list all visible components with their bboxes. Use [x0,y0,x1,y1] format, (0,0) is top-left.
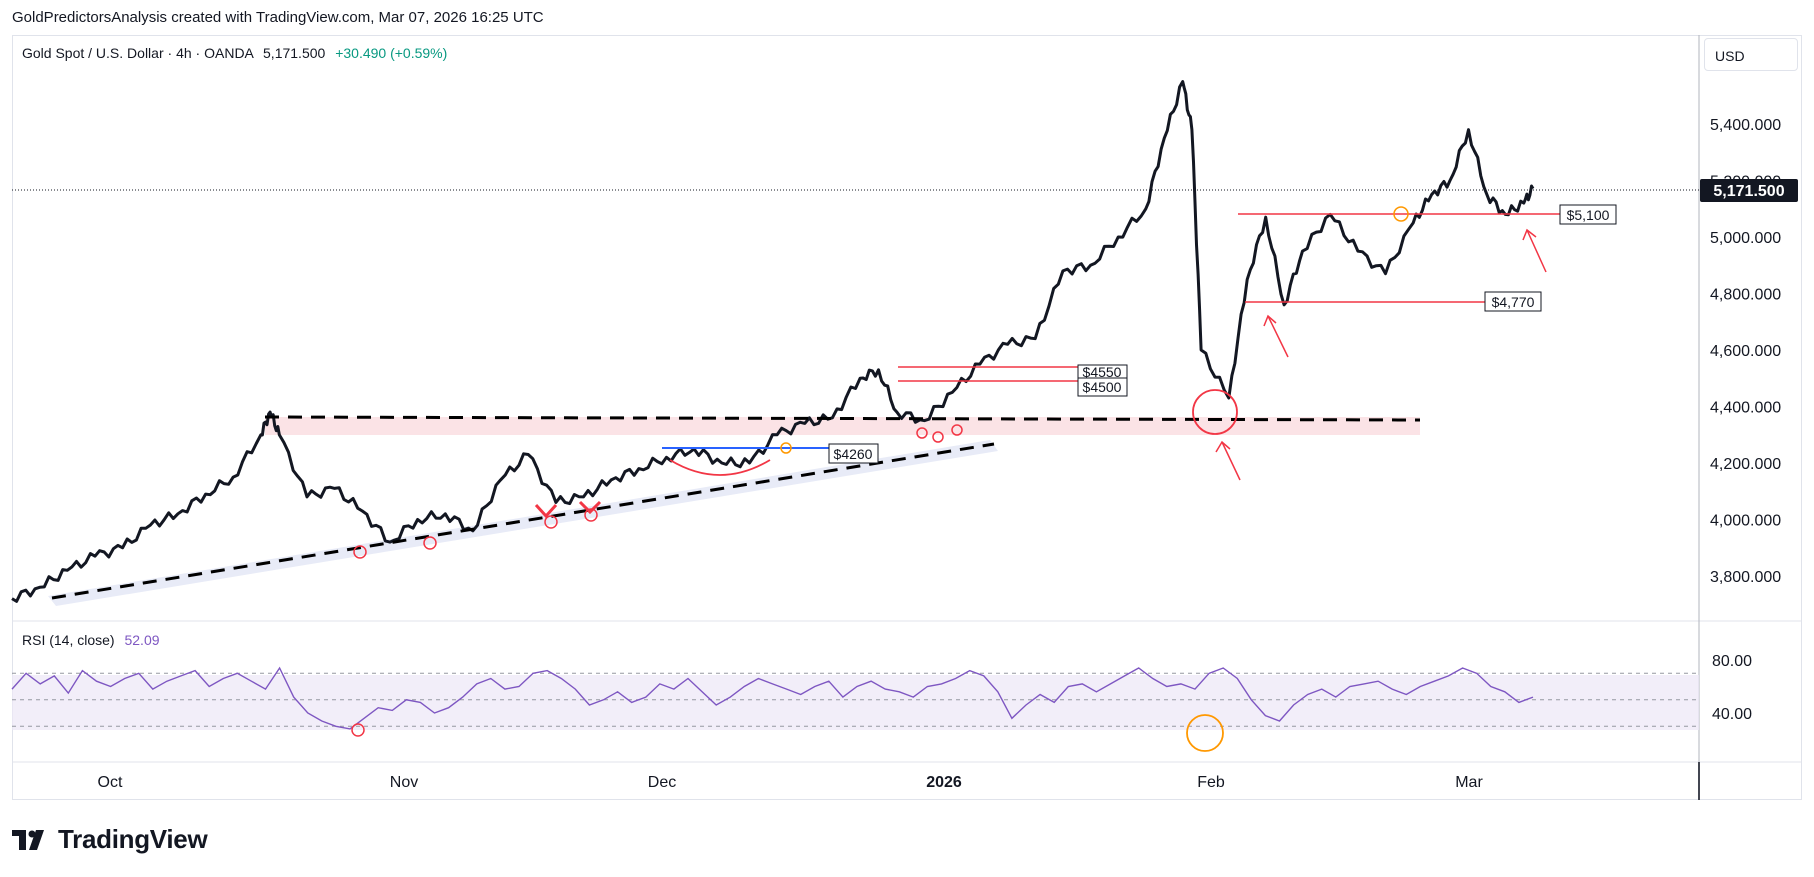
price-axis[interactable]: 5,400.0005,200.0005,000.0004,800.0004,60… [1710,117,1781,586]
current-price-text: 5,171.500 [1713,183,1784,200]
price-series-line [11,80,1535,603]
symbol-name: Gold Spot / U.S. Dollar [22,45,164,61]
bounce-mark [578,500,602,515]
price-layer [11,80,1535,603]
legend-separator: · [167,45,177,61]
legend-separator: · [195,45,205,61]
rsi-tick-label: 80.00 [1712,653,1752,670]
label-4500-text: $4500 [1083,379,1122,395]
tradingview-wordmark: TradingView [58,824,208,854]
time-tick-label: Mar [1455,774,1483,791]
time-axis[interactable]: Oct Nov Dec 2026 Feb Mar [98,774,1484,791]
price-tick-label: 4,200.000 [1710,456,1781,473]
label-5100-text: $5,100 [1567,207,1610,223]
price-tick-label: 3,800.000 [1710,569,1781,586]
price-change: +30.490 (+0.59%) [335,45,448,61]
low-marker-circle [951,424,963,436]
rsi-layer [11,666,1699,730]
rounded-bottom-arc [669,459,771,476]
horizontal-support-dashed-line [264,415,1421,422]
rsi-label: RSI (14, close) [22,632,115,648]
current-price-badge: 5,171.500 [1700,179,1798,202]
currency-button[interactable]: USD [1704,38,1798,71]
label-4260: $4260 [828,443,879,464]
rsi-legend[interactable]: RSI (14, close) 52.09 [22,632,160,648]
low-marker-circle [932,431,944,443]
label-4550-text: $4550 [1083,364,1122,380]
breakout-marker-circle [780,442,792,454]
arrow-icon [1215,440,1241,481]
symbol-legend[interactable]: Gold Spot / U.S. Dollar · 4h · OANDA 5,1… [22,45,447,61]
bounce-mark [534,503,558,519]
time-tick-label: Nov [390,774,418,791]
tradingview-logo[interactable]: TradingView [12,824,208,855]
label-4550: $4550 [1077,364,1128,381]
chart-frame[interactable] [12,35,1802,800]
low-marker-circle-large [1192,389,1238,435]
price-tick-label: 5,000.000 [1710,230,1781,247]
time-tick-label: Oct [98,774,123,791]
low-marker-circle [353,545,367,559]
rsi-tick-label: 40.00 [1712,706,1752,723]
annotation-zones [12,417,1699,730]
last-price: 5,171.500 [263,45,326,61]
label-4260-text: $4260 [834,446,873,462]
price-tick-label: 5,400.000 [1710,117,1781,134]
low-marker-circle [544,515,558,529]
rsi-low-circle [351,723,365,737]
time-tick-label: Feb [1197,774,1225,791]
resistance-zone [265,417,1420,435]
time-tick-label: 2026 [926,774,962,791]
rising-trendline-dashed [51,442,995,600]
label-4500: $4500 [1077,377,1128,397]
time-tick-label: Dec [648,774,676,791]
label-5100: $5,100 [1559,204,1617,225]
arrow-icon [1522,228,1547,273]
trend-channel-zone [48,440,998,606]
price-tick-label: 4,800.000 [1710,287,1781,304]
rsi-oversold-circle [1186,714,1224,752]
tradingview-logo-icon [12,829,44,850]
label-4770-text: $4,770 [1492,294,1535,310]
breakout-marker-circle [1393,206,1409,222]
rsi-series-line [11,666,1534,730]
label-4770: $4,770 [1484,291,1542,312]
low-marker-circle [423,536,437,550]
chart-attribution: GoldPredictorsAnalysis created with Trad… [12,9,544,26]
low-marker-circle [916,427,928,439]
price-tick-label: 4,600.000 [1710,343,1781,360]
symbol-exchange: OANDA [204,45,254,61]
price-tick-label: 4,000.000 [1710,513,1781,530]
rsi-value: 52.09 [124,632,160,648]
symbol-interval: 4h [176,45,192,61]
price-tick-label: 4,400.000 [1710,400,1781,417]
rsi-band [12,675,1699,730]
arrow-icon [1263,314,1289,358]
rsi-axis[interactable]: 80.00 40.00 [1712,653,1752,723]
